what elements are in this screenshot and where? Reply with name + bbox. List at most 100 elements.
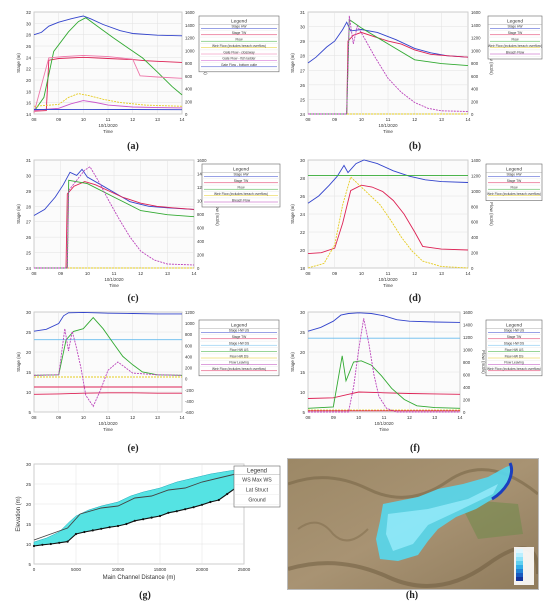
x-tick-label: 10 <box>356 415 362 420</box>
x-tick-label: 14 <box>191 271 197 276</box>
y2-tick-label: 600 <box>197 226 205 231</box>
y-tick-label: 25 <box>26 482 32 487</box>
y2-tick-label: 200 <box>463 398 471 403</box>
y-tick-label: 20 <box>26 78 32 83</box>
legend-entry: Stage HW DS <box>504 342 525 346</box>
y-tick-label: 22 <box>26 67 32 72</box>
y-tick-label: 30 <box>300 158 306 163</box>
legend-swatch <box>516 577 523 581</box>
ground-point <box>74 532 78 536</box>
x-tick-label: 10 <box>85 271 91 276</box>
x-tick-label: 09 <box>332 271 338 276</box>
series-line-5 <box>33 328 183 408</box>
ground-point <box>226 492 229 496</box>
chart-b-svg: 24 25 26 27 28 29 30 31 08 09 10 11 12 13 140 200 400 600… <box>290 10 543 134</box>
series-line-1 <box>33 392 182 395</box>
legend-entry: Breach Flow <box>506 50 525 54</box>
y2-tick-label: 1600 <box>185 10 195 15</box>
ground-point <box>217 498 220 502</box>
x-tick-label: 12 <box>407 415 413 420</box>
x-tick-label: 09 <box>56 415 62 420</box>
y2-tick-label: 200 <box>185 366 193 371</box>
legend-entry: Stage TW <box>234 179 249 183</box>
x-tick-label: 08 <box>31 117 37 122</box>
ground-point <box>116 524 120 528</box>
y2-tick-label: 1400 <box>463 323 473 328</box>
series-line-3 <box>33 93 183 107</box>
y2-tick-label: 400 <box>185 87 193 92</box>
legend-box <box>485 319 543 377</box>
legend-entry: Weir Flow (includes breach overflow) <box>487 367 541 371</box>
date-label: 10/1/2020 <box>98 421 118 426</box>
x-tick-label: 12 <box>412 117 418 122</box>
y2-tick-label: 400 <box>185 354 193 359</box>
series-line-2 <box>34 179 195 269</box>
y2-tick-label: 1000 <box>471 48 481 53</box>
legend-title: Legend <box>506 323 522 329</box>
legend-swatch <box>516 557 523 561</box>
y2-tick-label: 800 <box>471 61 479 66</box>
y2-tick-label: 1400 <box>471 158 481 163</box>
y-tick-label: 28 <box>300 54 306 59</box>
y2-tick-label: 1200 <box>463 335 473 340</box>
y-tick-label: 24 <box>300 212 306 217</box>
legend-entry: Flow HW DS <box>230 354 250 358</box>
legend-entry: Flow <box>236 38 244 42</box>
y-tick-label: 31 <box>26 158 32 163</box>
chart-e-svg: 5 10 15 20 25 30 08 09 10 11 12 13 14-600 -400 -200 0 20… <box>16 310 280 432</box>
x-axis-title: Time <box>379 427 389 432</box>
x-tick-label: 5000 <box>71 567 82 572</box>
legend-entry: Stage TW <box>507 335 522 339</box>
caption-e: (e) <box>127 443 139 454</box>
y-tick-label: 32 <box>26 10 32 15</box>
y2-tick-label: 1200 <box>185 310 195 315</box>
x-tick-label: 11 <box>112 271 117 276</box>
y-tick-label: 26 <box>26 44 32 49</box>
y2-tick-label: 1200 <box>471 173 481 178</box>
ground-point <box>83 530 86 534</box>
y-axis-title: Stage (m) <box>16 204 21 224</box>
ground-point <box>192 506 195 509</box>
y2-tick-label: 1000 <box>463 348 473 353</box>
y2-tick-label: 400 <box>197 239 205 244</box>
y2-axis-title: Flow (m3/s) <box>489 202 494 226</box>
y-tick-label: 26 <box>300 83 306 88</box>
ground-point <box>66 540 69 543</box>
y-tick-label: 30 <box>26 21 32 26</box>
y-axis-title: Stage (m) <box>16 352 21 372</box>
legend-entry: Flow <box>512 38 520 42</box>
x-tick-label: 0 <box>33 567 36 572</box>
y-tick-label: 5 <box>28 562 31 567</box>
y-tick-label: 25 <box>300 330 306 335</box>
y-tick-label: 5 <box>302 410 305 415</box>
x-tick-label: 14 <box>465 271 471 276</box>
y-tick-label: 10 <box>300 390 306 395</box>
ground-point <box>32 544 36 548</box>
y-tick-label: 24 <box>26 266 32 271</box>
y-tick-label: 30 <box>26 310 32 315</box>
y2-tick-label: 0 <box>471 112 474 117</box>
legend-entry: Stage HW <box>231 25 247 29</box>
ground-point <box>108 526 111 529</box>
legend-entry: Stage TW <box>232 31 247 35</box>
x-tick-label: 25000 <box>238 567 251 572</box>
x-tick-label: 13 <box>155 117 161 122</box>
y-tick-label: 15 <box>300 370 306 375</box>
chart-panel-a: 14 16 18 20 22 24 26 28 30 32 08 09 10 11 12 13 14 0 200 40… <box>14 4 284 142</box>
ground-point <box>175 510 178 513</box>
x-tick-label: 09 <box>331 415 337 420</box>
y2-axis-title: Flow (m3/s) <box>215 202 220 226</box>
series-line-1 <box>308 31 469 115</box>
x-tick-label: 12 <box>138 271 144 276</box>
x-tick-label: 14 <box>179 117 185 122</box>
caption-c: (c) <box>127 293 139 304</box>
legend-entry: Lat Struct <box>246 487 269 493</box>
y-tick-label: 30 <box>26 173 32 178</box>
y2-axis-title: Flow (m3/s) <box>489 51 494 75</box>
legend-entry: Stage HW US <box>504 329 525 333</box>
x-tick-label: 10000 <box>112 567 125 572</box>
y2-tick-label: 200 <box>185 99 193 104</box>
series-line-5 <box>308 318 460 413</box>
chart-d-svg: 18 20 22 24 26 28 30 08 09 10 11 12 13 140 200 400 600 80… <box>290 158 543 288</box>
y-tick-label: 5 <box>28 410 31 415</box>
